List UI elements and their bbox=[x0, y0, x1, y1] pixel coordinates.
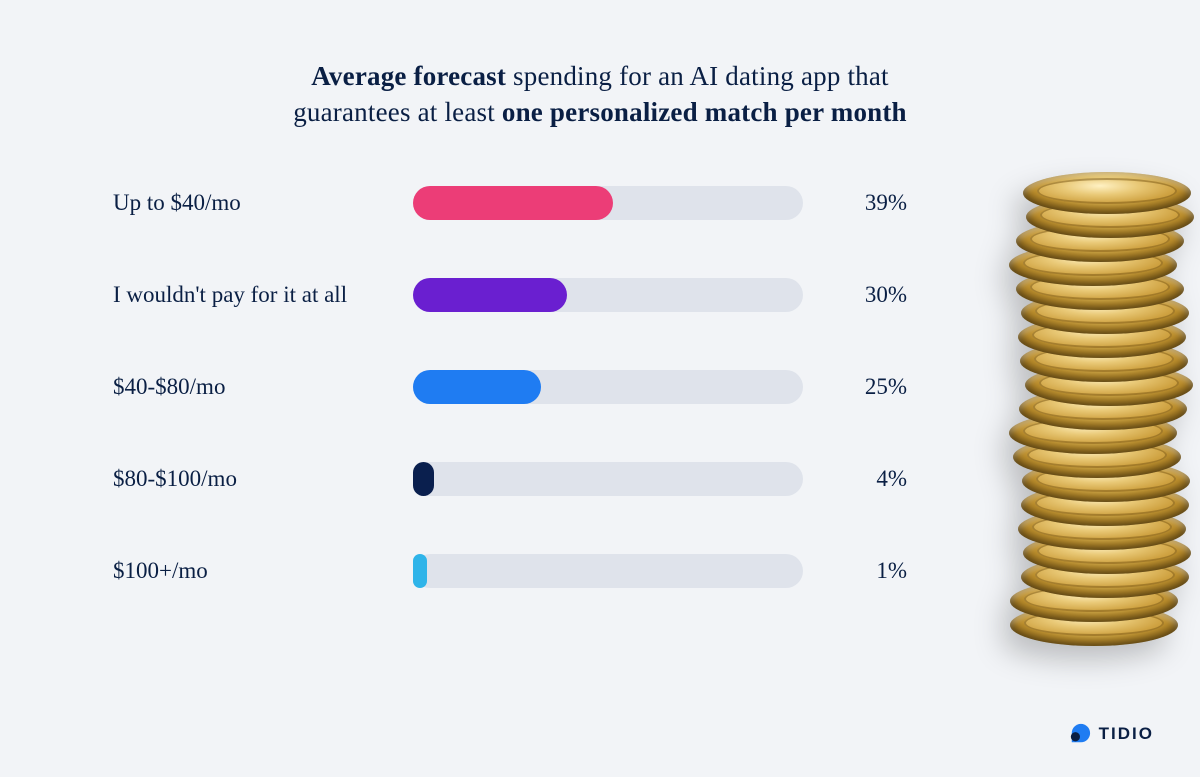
brand-logo: TIDIO bbox=[1069, 723, 1154, 745]
chart-bar-fill bbox=[413, 278, 567, 312]
chart-bar-fill bbox=[413, 186, 613, 220]
chart-row: Up to $40/mo 39% bbox=[113, 186, 913, 220]
coin-stack-illustration bbox=[1018, 172, 1186, 646]
chart-bar bbox=[413, 186, 803, 220]
chart-row: $40-$80/mo 25% bbox=[113, 370, 913, 404]
brand-logo-text: TIDIO bbox=[1099, 724, 1154, 744]
chart-bar-track bbox=[413, 554, 803, 588]
chart-row: $80-$100/mo 4% bbox=[113, 462, 913, 496]
chart-bar bbox=[413, 462, 803, 496]
coin-icon bbox=[1023, 172, 1191, 214]
spending-bar-chart: Up to $40/mo 39% I wouldn't pay for it at … bbox=[113, 186, 913, 588]
chart-bar-fill bbox=[413, 554, 427, 588]
chart-row-value: 4% bbox=[803, 466, 913, 492]
chart-row-label: $100+/mo bbox=[113, 558, 413, 584]
chart-bar bbox=[413, 370, 803, 404]
chart-row-value: 25% bbox=[803, 374, 913, 400]
chart-bar-fill bbox=[413, 370, 541, 404]
chart-bar-fill bbox=[413, 462, 434, 496]
chart-row-value: 39% bbox=[803, 190, 913, 216]
title-rest-1: spending for an AI dating app that bbox=[506, 61, 889, 91]
title: Average forecast spending for an AI dati… bbox=[0, 58, 1200, 131]
chart-row: $100+/mo 1% bbox=[113, 554, 913, 588]
title-bold-1: Average forecast bbox=[311, 61, 506, 91]
chart-row: I wouldn't pay for it at all 30% bbox=[113, 278, 913, 312]
title-prefix-2: guarantees at least bbox=[293, 97, 502, 127]
chart-row-value: 30% bbox=[803, 282, 913, 308]
title-line-2: guarantees at least one personalized mat… bbox=[0, 94, 1200, 130]
infographic-stage: Average forecast spending for an AI dati… bbox=[0, 0, 1200, 777]
chart-row-label: $80-$100/mo bbox=[113, 466, 413, 492]
chart-row-label: I wouldn't pay for it at all bbox=[113, 282, 413, 308]
chart-bar bbox=[413, 278, 803, 312]
title-line-1: Average forecast spending for an AI dati… bbox=[0, 58, 1200, 94]
title-bold-2: one personalized match per month bbox=[502, 97, 907, 127]
chart-row-value: 1% bbox=[803, 558, 913, 584]
chart-row-label: $40-$80/mo bbox=[113, 374, 413, 400]
chart-row-label: Up to $40/mo bbox=[113, 190, 413, 216]
tidio-logo-icon bbox=[1069, 723, 1091, 745]
chart-bar bbox=[413, 554, 803, 588]
chart-bar-track bbox=[413, 462, 803, 496]
